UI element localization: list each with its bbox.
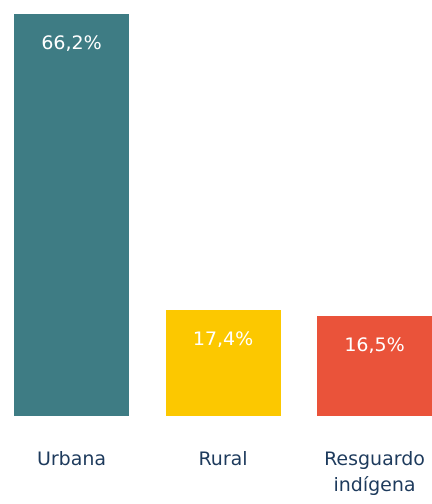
- x-tick-label: Urbana: [36, 448, 107, 470]
- bar: [14, 14, 129, 416]
- value-label: 66,2%: [41, 32, 102, 54]
- x-tick-label: Rural: [198, 448, 248, 470]
- value-label: 16,5%: [344, 333, 405, 356]
- bar: [165, 310, 281, 416]
- x-tick-label: Resguardo indígena: [324, 448, 425, 496]
- bar: [317, 315, 432, 416]
- value-label: 17,4%: [192, 328, 254, 351]
